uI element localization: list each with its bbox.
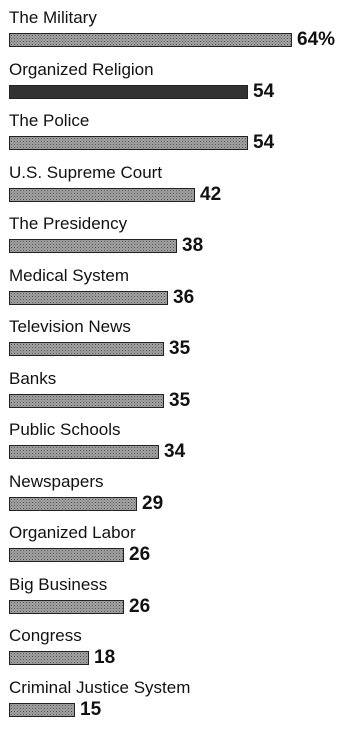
bar-row: Criminal Justice System 15 [0,678,347,728]
value-label: 35 [169,338,191,359]
value-label: 26 [129,544,151,565]
bar [9,548,124,562]
bar [9,239,177,253]
bar-row: Banks 35 [0,369,347,419]
bar [9,651,89,665]
bar [9,290,168,305]
value-label: 35 [169,389,191,411]
bar [9,33,292,47]
bar-row: Organized Labor 26 [0,523,347,573]
category-label: Criminal Justice System [9,677,191,697]
bar [9,187,195,202]
bar [9,496,137,511]
value-label: 15 [80,698,102,720]
value-label: 42 [200,183,222,205]
category-label: Big Business [9,574,108,594]
value-label: 18 [94,647,116,668]
category-label: Public Schools [9,420,121,439]
category-label: Organized Labor [9,523,136,542]
bar-row: Television News 35 [0,317,347,367]
value-label: 36 [173,286,195,308]
category-label: The Police [9,111,90,130]
bar [9,445,159,459]
category-label: Organized Religion [9,59,154,79]
bar [9,84,248,99]
bar [9,136,248,150]
bar-row: Organized Religion 54 [0,60,347,110]
bar-row: The Military 64% [0,8,347,58]
bar [9,342,164,356]
bar-row: Public Schools 34 [0,420,347,470]
bar [9,393,164,408]
category-label: The Military [9,8,97,27]
category-label: Congress [9,626,82,645]
bar-row: Medical System 36 [0,266,347,316]
bar-row: The Police 54 [0,111,347,161]
bar [9,702,75,717]
category-label: Banks [9,368,57,388]
value-label: 34 [164,441,186,462]
value-label: 54 [253,80,275,102]
bar-row: Newspapers 29 [0,472,347,522]
bar [9,599,124,614]
category-label: Television News [9,317,131,336]
value-label: 38 [182,235,204,256]
category-label: Newspapers [9,471,104,491]
bar-row: U.S. Supreme Court 42 [0,163,347,213]
value-label: 29 [142,492,164,514]
bar-row: The Presidency 38 [0,214,347,264]
bar-row: Big Business 26 [0,575,347,625]
category-label: The Presidency [9,214,128,233]
category-label: Medical System [9,265,129,285]
value-label: 26 [129,595,151,617]
category-label: U.S. Supreme Court [9,162,163,182]
value-label: 54 [253,132,275,153]
value-label: 64% [297,29,336,50]
bar-row: Congress 18 [0,626,347,676]
